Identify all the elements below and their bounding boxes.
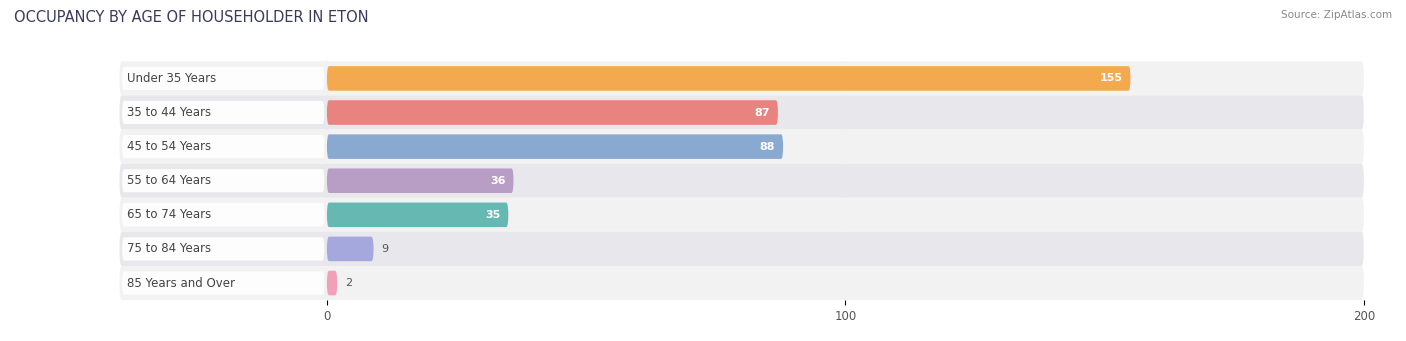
FancyBboxPatch shape [122,135,325,158]
FancyBboxPatch shape [122,237,325,261]
FancyBboxPatch shape [120,61,1364,95]
Text: 88: 88 [759,142,775,152]
Text: OCCUPANCY BY AGE OF HOUSEHOLDER IN ETON: OCCUPANCY BY AGE OF HOUSEHOLDER IN ETON [14,10,368,25]
FancyBboxPatch shape [120,95,1364,130]
FancyBboxPatch shape [120,266,1364,300]
FancyBboxPatch shape [326,237,374,261]
Text: Source: ZipAtlas.com: Source: ZipAtlas.com [1281,10,1392,20]
Text: 75 to 84 Years: 75 to 84 Years [128,242,211,255]
FancyBboxPatch shape [120,198,1364,232]
Text: 35: 35 [485,210,501,220]
Text: 55 to 64 Years: 55 to 64 Years [128,174,211,187]
FancyBboxPatch shape [122,67,325,90]
FancyBboxPatch shape [122,271,325,295]
Text: 2: 2 [344,278,352,288]
FancyBboxPatch shape [120,164,1364,198]
Text: Under 35 Years: Under 35 Years [128,72,217,85]
FancyBboxPatch shape [326,203,509,227]
Text: 65 to 74 Years: 65 to 74 Years [128,208,211,221]
FancyBboxPatch shape [122,101,325,124]
FancyBboxPatch shape [326,66,1130,91]
Text: 85 Years and Over: 85 Years and Over [128,277,235,290]
FancyBboxPatch shape [120,130,1364,164]
Text: 36: 36 [491,176,506,186]
Text: 35 to 44 Years: 35 to 44 Years [128,106,211,119]
FancyBboxPatch shape [326,168,513,193]
FancyBboxPatch shape [120,232,1364,266]
FancyBboxPatch shape [326,134,783,159]
FancyBboxPatch shape [326,100,778,125]
Text: 9: 9 [381,244,388,254]
Text: 155: 155 [1099,73,1123,84]
Text: 45 to 54 Years: 45 to 54 Years [128,140,211,153]
FancyBboxPatch shape [326,271,337,295]
FancyBboxPatch shape [122,203,325,226]
Text: 87: 87 [755,107,770,118]
FancyBboxPatch shape [122,169,325,192]
